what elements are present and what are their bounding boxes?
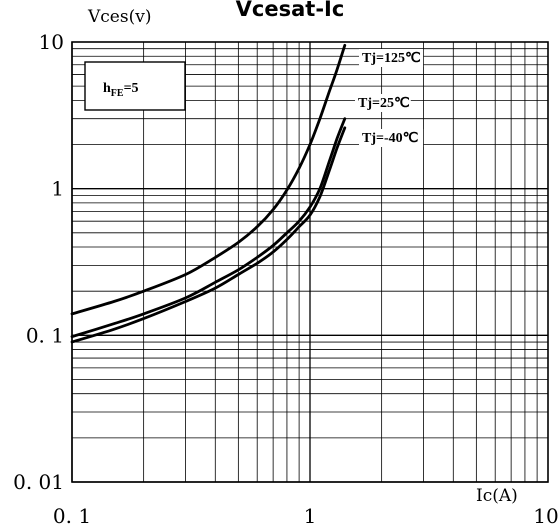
hfe-text: hFE=5	[103, 81, 139, 99]
hfe-value: =5	[124, 81, 139, 96]
series-label-backdrop	[359, 49, 424, 67]
hfe-box	[84, 61, 186, 111]
hfe-main: h	[103, 81, 111, 96]
y-tick-label: 0. 01	[13, 470, 64, 494]
series-label-backdrop	[359, 129, 424, 147]
tick-labels: 10 1 0. 1 0. 01 0. 1 1 10	[13, 30, 559, 528]
hfe-sub: FE	[111, 88, 124, 99]
series-line-125c	[70, 43, 347, 316]
series-labels: Tj=125℃ Tj=25℃ Tj=-40℃	[355, 49, 424, 147]
series-label-backdrop	[355, 94, 411, 112]
y-tick-label: 1	[51, 177, 64, 201]
series	[70, 43, 347, 344]
series-label-25c: Tj=25℃	[358, 96, 410, 111]
hfe-annotation: hFE=5	[84, 61, 186, 111]
x-tick-label: 10	[533, 504, 558, 528]
series-line-25c	[70, 117, 347, 338]
grid	[71, 42, 548, 483]
y-axis-label: Vces(v)	[87, 7, 151, 27]
x-tick-label: 1	[304, 504, 317, 528]
chart-title: Vcesat-Ic	[236, 0, 345, 21]
x-tick-label: 0. 1	[53, 504, 91, 528]
series-label-125c: Tj=125℃	[362, 51, 421, 66]
y-tick-label: 10	[39, 30, 64, 54]
series-line-minus40c	[70, 126, 347, 344]
plot-frame	[71, 41, 549, 483]
y-tick-label: 0. 1	[26, 323, 64, 347]
x-axis-label: Ic(A)	[476, 486, 518, 506]
series-label-minus40c: Tj=-40℃	[362, 131, 419, 146]
